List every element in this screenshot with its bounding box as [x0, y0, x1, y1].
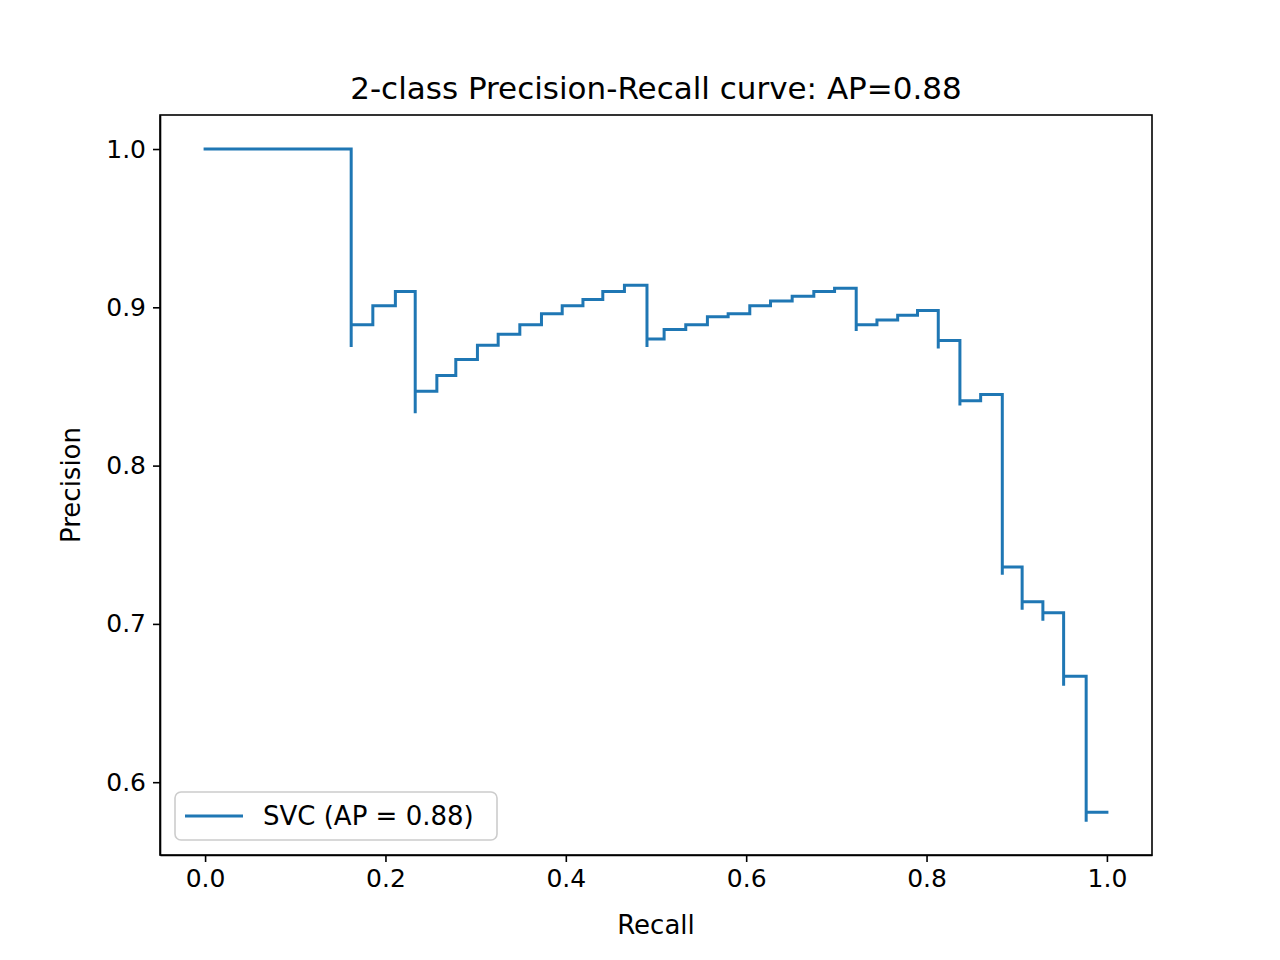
- tick: 0.0: [186, 855, 226, 893]
- tick-mark: [566, 855, 568, 862]
- tick-label: 0.4: [546, 864, 586, 893]
- plot-frame: [160, 115, 1152, 855]
- tick: 0.4: [546, 855, 586, 893]
- tick: 1.0: [1088, 855, 1128, 893]
- tick: 0.8: [907, 855, 947, 893]
- tick: 0.9: [106, 293, 160, 322]
- tick-mark: [153, 149, 160, 151]
- tick: 0.2: [366, 855, 406, 893]
- tick: 0.8: [106, 451, 160, 480]
- tick-label: 0.6: [106, 768, 146, 797]
- tick-label: 0.9: [106, 293, 146, 322]
- tick: 0.7: [106, 609, 160, 638]
- legend-label: SVC (AP = 0.88): [263, 801, 474, 831]
- chart: 0.0 0.2 0.4 0.6 0.8 1.0 0.6 0.7 0.8 0.9 1.0 2-class…: [0, 0, 1280, 960]
- tick-mark: [153, 465, 160, 467]
- tick-mark: [153, 624, 160, 626]
- series-line: [205, 149, 1107, 822]
- tick-label: 0.0: [186, 864, 226, 893]
- tick-mark: [1107, 855, 1109, 862]
- x-axis-title: Recall: [617, 910, 695, 940]
- tick-mark: [926, 855, 928, 862]
- x-axis: 0.0 0.2 0.4 0.6 0.8 1.0: [161, 855, 1153, 893]
- tick-mark: [385, 855, 387, 862]
- tick-mark: [153, 782, 160, 784]
- tick-label: 0.7: [106, 609, 146, 638]
- tick: 0.6: [106, 768, 160, 797]
- tick-mark: [205, 855, 207, 862]
- plot-area: [160, 115, 1152, 855]
- title: 2-class Precision-Recall curve: AP=0.88: [350, 70, 962, 106]
- y-axis-title: Precision: [56, 427, 86, 543]
- tick-label: 0.6: [727, 864, 767, 893]
- data-layer: [205, 149, 1107, 822]
- tick-label: 0.8: [106, 451, 146, 480]
- tick-label: 0.2: [366, 864, 406, 893]
- legend-box: [175, 792, 497, 840]
- tick-label: 1.0: [1088, 864, 1128, 893]
- tick: 0.6: [727, 855, 767, 893]
- tick-mark: [746, 855, 748, 862]
- legend-swatch: [185, 815, 243, 818]
- tick-label: 0.8: [907, 864, 947, 893]
- legend: SVC (AP = 0.88): [175, 792, 497, 840]
- tick-label: 1.0: [106, 135, 146, 164]
- tick: 1.0: [106, 135, 160, 164]
- y-axis: 0.6 0.7 0.8 0.9 1.0: [106, 116, 160, 856]
- tick-mark: [153, 307, 160, 309]
